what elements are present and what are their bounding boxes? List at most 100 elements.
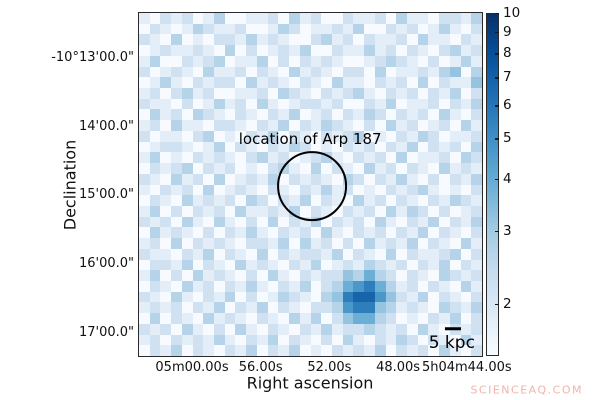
heatmap-cell: [139, 323, 150, 335]
heatmap-cell: [278, 302, 290, 314]
heatmap-cell: [214, 270, 225, 281]
heatmap-cell: [396, 77, 407, 89]
heatmap-cell: [353, 334, 365, 346]
heatmap-cell: [310, 227, 322, 239]
heatmap-cell: [374, 259, 386, 271]
heatmap-cell: [171, 270, 182, 281]
heatmap-cell: [406, 13, 418, 24]
heatmap-cell: [160, 280, 172, 292]
heatmap-cell: [203, 302, 215, 314]
heatmap-cell: [331, 109, 343, 121]
heatmap-cell: [439, 280, 450, 292]
heatmap-cell: [149, 205, 161, 217]
heatmap-cell: [364, 259, 375, 271]
heatmap-cell: [460, 195, 472, 206]
heatmap-cell: [439, 109, 450, 121]
heatmap-cell: [364, 141, 375, 153]
heatmap-cell: [428, 291, 440, 303]
heatmap-cell: [406, 195, 418, 206]
heatmap-cell: [192, 55, 204, 67]
heatmap-cell: [364, 23, 375, 35]
heatmap-cell: [331, 248, 343, 260]
heatmap-cell: [417, 216, 429, 228]
heatmap-cell: [181, 216, 193, 228]
heatmap-cell: [460, 120, 472, 131]
heatmap-cell: [235, 152, 247, 164]
heatmap-cell: [192, 98, 204, 110]
heatmap-cell: [235, 227, 247, 239]
heatmap-cell: [278, 152, 290, 164]
heatmap-cell: [342, 280, 354, 292]
heatmap-cell: [471, 248, 482, 260]
heatmap-cell: [224, 280, 236, 292]
heatmap-cell: [364, 238, 375, 249]
heatmap-cell: [139, 55, 150, 67]
heatmap-cell: [385, 141, 397, 153]
heatmap-cell: [171, 45, 182, 56]
heatmap-cell: [417, 280, 429, 292]
y-axis-label: Declination: [60, 139, 80, 231]
heatmap-cell: [428, 195, 440, 206]
heatmap-cell: [160, 323, 172, 335]
heatmap-cell: [417, 313, 429, 324]
heatmap-cell: [428, 55, 440, 67]
heatmap-cell: [203, 227, 215, 239]
heatmap-cell: [149, 259, 161, 271]
heatmap-cell: [321, 302, 332, 314]
heatmap-cell: [278, 323, 290, 335]
heatmap-cell: [342, 55, 354, 67]
heatmap-cell: [214, 66, 225, 78]
heatmap-cell: [353, 77, 365, 89]
heatmap-cell: [246, 141, 257, 153]
heatmap-cell: [160, 313, 172, 324]
heatmap-cell: [428, 259, 440, 271]
heatmap-cell: [181, 345, 193, 356]
heatmap-cell: [406, 173, 418, 185]
heatmap-cell: [439, 323, 450, 335]
heatmap-cell: [310, 334, 322, 346]
heatmap-cell: [460, 88, 472, 99]
heatmap-cell: [181, 323, 193, 335]
heatmap-cell: [428, 313, 440, 324]
colorbar-tick-label: 9: [503, 24, 512, 41]
heatmap-cell: [214, 13, 225, 24]
heatmap-cell: [299, 248, 311, 260]
heatmap-cell: [181, 238, 193, 249]
heatmap-cell: [192, 66, 204, 78]
heatmap-cell: [385, 205, 397, 217]
heatmap-cell: [439, 45, 450, 56]
heatmap-cell: [289, 109, 300, 121]
heatmap-cell: [139, 120, 150, 131]
heatmap-cell: [235, 55, 247, 67]
heatmap-cell: [385, 77, 397, 89]
heatmap-cell: [439, 334, 450, 346]
heatmap-cell: [149, 227, 161, 239]
heatmap-cell: [299, 45, 311, 56]
heatmap-cell: [278, 280, 290, 292]
heatmap-cell: [310, 270, 322, 281]
heatmap-cell: [289, 313, 300, 324]
heatmap-cell: [396, 216, 407, 228]
heatmap-cell: [406, 163, 418, 174]
heatmap-cell: [428, 227, 440, 239]
heatmap-cell: [471, 152, 482, 164]
colorbar-tick: [495, 105, 499, 107]
heatmap-cell: [289, 120, 300, 131]
heatmap-cell: [235, 216, 247, 228]
heatmap-cell: [203, 120, 215, 131]
heatmap-cell: [289, 141, 300, 153]
heatmap-cell: [385, 34, 397, 46]
heatmap-cell: [396, 141, 407, 153]
heatmap-cell: [192, 227, 204, 239]
heatmap-cell: [192, 248, 204, 260]
heatmap-cell: [417, 195, 429, 206]
heatmap-cell: [192, 13, 204, 24]
heatmap-cell: [385, 313, 397, 324]
heatmap-cell: [224, 173, 236, 185]
heatmap-cell: [385, 88, 397, 99]
heatmap-cell: [171, 345, 182, 356]
heatmap-cell: [139, 238, 150, 249]
heatmap-cell: [428, 130, 440, 142]
heatmap-cell: [449, 259, 461, 271]
heatmap-cell: [289, 345, 300, 356]
